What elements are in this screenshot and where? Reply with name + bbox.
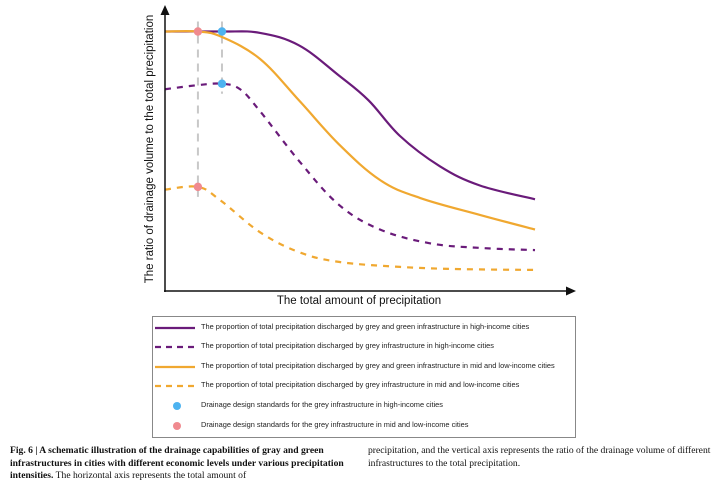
legend-item: The proportion of total precipitation di… xyxy=(153,377,575,395)
legend-label: Drainage design standards for the grey i… xyxy=(201,420,469,429)
legend-label: The proportion of total precipitation di… xyxy=(201,361,555,370)
caption-body-left: The horizontal axis represents the total… xyxy=(53,470,247,482)
legend-label: The proportion of total precipitation di… xyxy=(201,322,530,331)
marker-layer xyxy=(193,27,227,192)
legend-pink-dot-icon xyxy=(173,422,181,430)
legend-solid-line-icon xyxy=(155,365,195,369)
legend-item: Drainage design standards for the grey i… xyxy=(153,397,575,415)
caption-left-column: Fig. 6 | A schematic illustration of the… xyxy=(10,445,362,483)
series-line-3-dashed xyxy=(164,185,536,271)
chart: The total amount of precipitation The ra… xyxy=(144,5,576,307)
axes xyxy=(160,5,576,296)
legend-solid-line-icon xyxy=(155,326,195,330)
caption-body-right: precipitation, and the vertical axis rep… xyxy=(368,445,711,469)
legend-label: Drainage design standards for the grey i… xyxy=(201,400,443,409)
legend-item: The proportion of total precipitation di… xyxy=(153,338,575,356)
legend-item: Drainage design standards for the grey i… xyxy=(153,417,575,435)
legend-label: The proportion of total precipitation di… xyxy=(201,380,520,389)
legend-item: The proportion of total precipitation di… xyxy=(153,358,575,376)
design-standard-marker-0-1 xyxy=(217,79,227,88)
legend-item: The proportion of total precipitation di… xyxy=(153,319,575,337)
legend-dashed-line-icon xyxy=(155,384,195,388)
series-line-0-solid xyxy=(164,30,536,201)
legend-label: The proportion of total precipitation di… xyxy=(201,341,494,350)
design-standard-marker-1-1 xyxy=(193,182,203,192)
legend-dashed-line-icon xyxy=(155,345,195,349)
y-axis-label: The ratio of drainage volume to the tota… xyxy=(144,15,156,284)
y-axis-arrow-icon xyxy=(160,5,170,15)
caption-right-column: precipitation, and the vertical axis rep… xyxy=(368,445,720,470)
series-layer xyxy=(164,29,536,271)
series-line-1-dashed xyxy=(164,82,536,252)
design-standard-marker-1-0 xyxy=(193,27,203,36)
design-standard-marker-0-0 xyxy=(217,27,227,36)
series-line-2-solid xyxy=(164,29,536,231)
legend-blue-dot-icon xyxy=(173,402,181,410)
reference-lines xyxy=(196,21,223,197)
caption-title: Fig. 6 | A schematic illustration of the… xyxy=(10,445,344,482)
x-axis-label: The total amount of precipitation xyxy=(277,295,441,307)
x-axis-arrow-icon xyxy=(566,286,576,296)
legend: The proportion of total precipitation di… xyxy=(152,316,576,438)
